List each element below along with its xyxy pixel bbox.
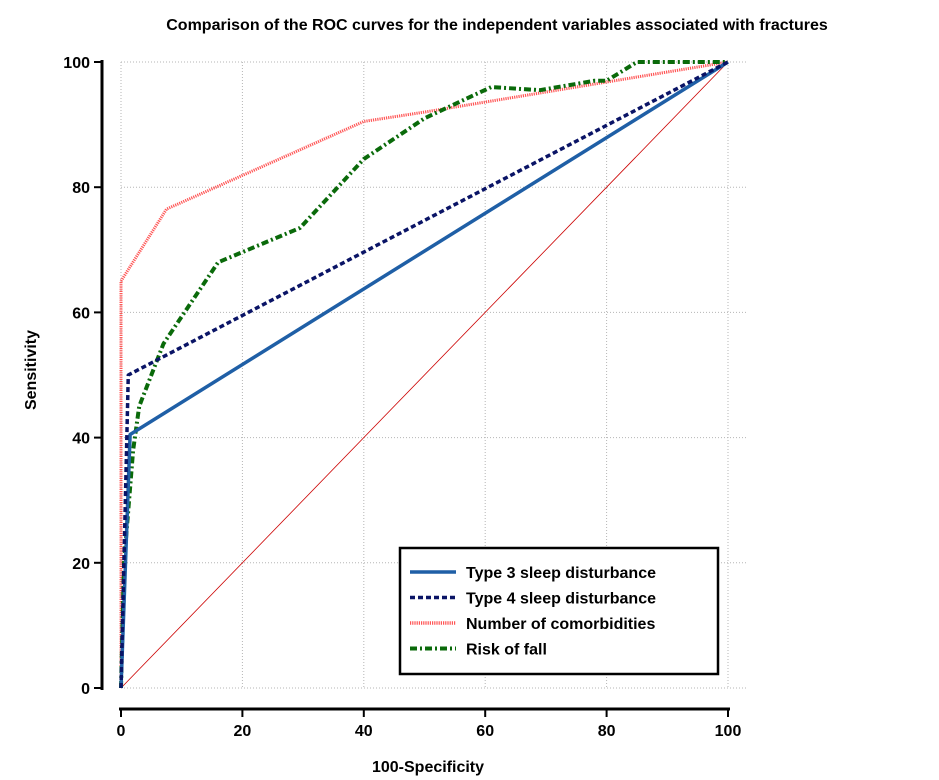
legend-label-type-3-sleep-disturbance: Type 3 sleep disturbance: [466, 565, 656, 582]
y-tick-label: 40: [72, 431, 90, 448]
x-tick-label: 20: [234, 723, 252, 740]
legend: Type 3 sleep disturbance Type 4 sleep dis…: [398, 546, 720, 676]
x-tick-label: 40: [355, 723, 373, 740]
y-tick-label: 80: [72, 180, 90, 197]
chart-title: Comparison of the ROC curves for the ind…: [166, 17, 828, 34]
tick-labels: 0 20 40 60 80 100 0 20 40 60 80 100: [63, 55, 741, 740]
series-lines: [119, 60, 729, 689]
legend-label-number-of-comorbidities: Number of comorbidities: [466, 616, 655, 633]
x-tick-label: 80: [598, 723, 616, 740]
series-line-risk-of-fall: [119, 60, 728, 689]
y-tick-label: 60: [72, 305, 90, 322]
y-tick-label: 100: [63, 55, 90, 72]
y-axis-label: Sensitivity: [23, 330, 40, 410]
legend-label-risk-of-fall: Risk of fall: [466, 642, 547, 659]
axes: [94, 60, 730, 717]
series-line-type-4-sleep-disturbance: [119, 60, 729, 689]
reference-diagonal-line: [120, 61, 729, 689]
y-tick-label: 20: [72, 556, 90, 573]
legend-box: [398, 546, 720, 676]
x-tick-label: 100: [715, 723, 742, 740]
series-line-number-of-comorbidities: [119, 60, 729, 688]
legend-label-type-4-sleep-disturbance: Type 4 sleep disturbance: [466, 591, 656, 608]
x-tick-label: 60: [476, 723, 494, 740]
x-tick-label: 0: [117, 723, 126, 740]
diagonal-reference: [120, 61, 729, 689]
y-tick-label: 0: [81, 681, 90, 698]
x-axis-label: 100-Specificity: [372, 759, 484, 776]
